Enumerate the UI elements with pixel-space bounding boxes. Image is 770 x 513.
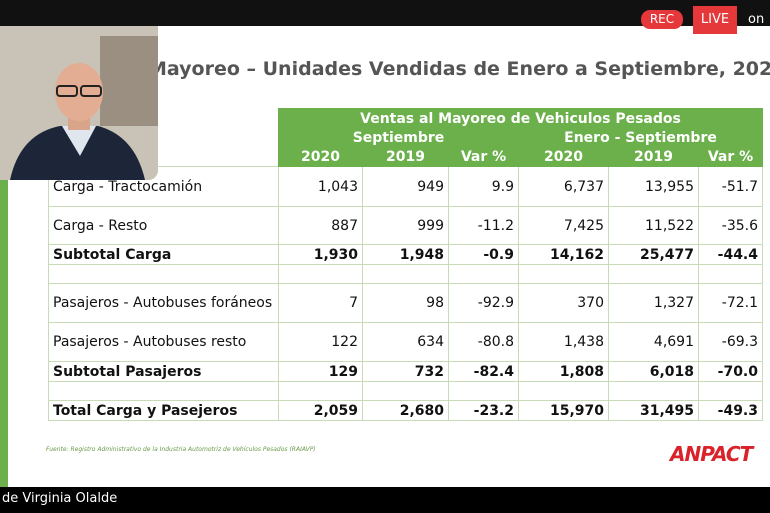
cell-value: 9.9 <box>448 166 519 207</box>
cell-value: 14,162 <box>518 244 609 265</box>
column-header: 2019 <box>608 147 699 167</box>
cell-value: 949 <box>362 166 449 207</box>
spacer-cell <box>518 381 609 401</box>
live-badge: LIVE <box>693 6 737 34</box>
row-label: Subtotal Carga <box>48 244 279 265</box>
spacer-cell <box>608 264 699 284</box>
cell-value: 1,327 <box>608 283 699 323</box>
spacer-cell <box>278 381 363 401</box>
spacer-cell <box>518 264 609 284</box>
table-row: Total Carga y Pasejeros 2,059 2,680 -23.2 15… <box>48 400 763 421</box>
on-text: on <box>748 12 765 27</box>
cell-value: -69.3 <box>698 322 763 362</box>
cell-value: -44.4 <box>698 244 763 265</box>
cell-value: 370 <box>518 283 609 323</box>
cell-value: -35.6 <box>698 206 763 245</box>
source-note: Fuente: Registro Administrativo de la In… <box>46 446 316 453</box>
cell-value: 6,018 <box>608 361 699 382</box>
webcam-video <box>0 26 158 180</box>
cell-value: 129 <box>278 361 363 382</box>
cell-value: -11.2 <box>448 206 519 245</box>
spacer-cell <box>608 381 699 401</box>
spacer-cell <box>48 381 279 401</box>
cell-value: 1,808 <box>518 361 609 382</box>
spacer-cell <box>448 381 519 401</box>
slide: Mayoreo – Unidades Vendidas de Enero a S… <box>8 26 770 487</box>
row-label: Pasajeros - Autobuses resto <box>48 322 279 362</box>
sales-table: Ventas al Mayoreo de Vehiculos Pesados Se… <box>48 108 763 421</box>
group-header: Septiembre <box>278 128 519 148</box>
table-row <box>48 264 763 284</box>
cell-value: 1,930 <box>278 244 363 265</box>
cell-value: 31,495 <box>608 400 699 421</box>
cell-value: -51.7 <box>698 166 763 207</box>
row-label: Subtotal Pasajeros <box>48 361 279 382</box>
table-row: Pasajeros - Autobuses foráneos 7 98 -92.9 37… <box>48 283 763 323</box>
table-row: Carga - Resto 887 999 -11.2 7,425 11,522 -35.6 <box>48 206 763 245</box>
cell-value: 98 <box>362 283 449 323</box>
cell-value: 4,691 <box>608 322 699 362</box>
column-header: Var % <box>448 147 519 167</box>
cell-value: 2,059 <box>278 400 363 421</box>
column-header: Var % <box>698 147 763 167</box>
table-row: Subtotal Carga 1,930 1,948 -0.9 14,162 25,477… <box>48 244 763 265</box>
spacer-cell <box>698 264 763 284</box>
cell-value: -92.9 <box>448 283 519 323</box>
column-header: 2020 <box>278 147 363 167</box>
table-row: Ventas al Mayoreo de Vehiculos Pesados <box>49 108 763 129</box>
group-header: Enero - Septiembre <box>518 128 763 148</box>
spacer-cell <box>362 381 449 401</box>
cell-value: 15,970 <box>518 400 609 421</box>
table-caption: Ventas al Mayoreo de Vehiculos Pesados <box>278 108 763 129</box>
column-header: 2020 <box>518 147 609 167</box>
cell-value: 122 <box>278 322 363 362</box>
cell-value: -82.4 <box>448 361 519 382</box>
cell-value: 887 <box>278 206 363 245</box>
row-label: Pasajeros - Autobuses foráneos <box>48 283 279 323</box>
cell-value: -70.0 <box>698 361 763 382</box>
cell-value: 1,948 <box>362 244 449 265</box>
table-row: Subtotal Pasajeros 129 732 -82.4 1,808 6,018-… <box>48 361 763 382</box>
spacer-cell <box>448 264 519 284</box>
cell-value: 1,043 <box>278 166 363 207</box>
table-row <box>48 381 763 401</box>
spacer-cell <box>362 264 449 284</box>
cell-value: 7 <box>278 283 363 323</box>
rec-badge: REC <box>641 10 683 29</box>
table-row: Pasajeros - Autobuses resto 122 634 -80.8 1,… <box>48 322 763 362</box>
cell-value: 999 <box>362 206 449 245</box>
green-stripe <box>0 180 8 487</box>
cell-value: -49.3 <box>698 400 763 421</box>
cell-value: -80.8 <box>448 322 519 362</box>
spacer-cell <box>278 264 363 284</box>
cell-value: 634 <box>362 322 449 362</box>
top-bar: REC LIVE on <box>0 0 770 34</box>
row-label: Total Carga y Pasejeros <box>48 400 279 421</box>
spacer-cell <box>48 264 279 284</box>
slide-title: Mayoreo – Unidades Vendidas de Enero a S… <box>148 58 770 80</box>
column-header: 2019 <box>362 147 449 167</box>
participant-name: de Virginia Olalde <box>0 487 770 513</box>
cell-value: 1,438 <box>518 322 609 362</box>
cell-value: -72.1 <box>698 283 763 323</box>
cell-value: 11,522 <box>608 206 699 245</box>
cell-value: 7,425 <box>518 206 609 245</box>
cell-value: -0.9 <box>448 244 519 265</box>
cell-value: 25,477 <box>608 244 699 265</box>
cell-value: 2,680 <box>362 400 449 421</box>
spacer-cell <box>698 381 763 401</box>
cell-value: -23.2 <box>448 400 519 421</box>
webcam <box>0 26 158 180</box>
logo: ANPACT <box>670 442 753 466</box>
cell-value: 732 <box>362 361 449 382</box>
row-label: Carga - Resto <box>48 206 279 245</box>
cell-value: 13,955 <box>608 166 699 207</box>
cell-value: 6,737 <box>518 166 609 207</box>
